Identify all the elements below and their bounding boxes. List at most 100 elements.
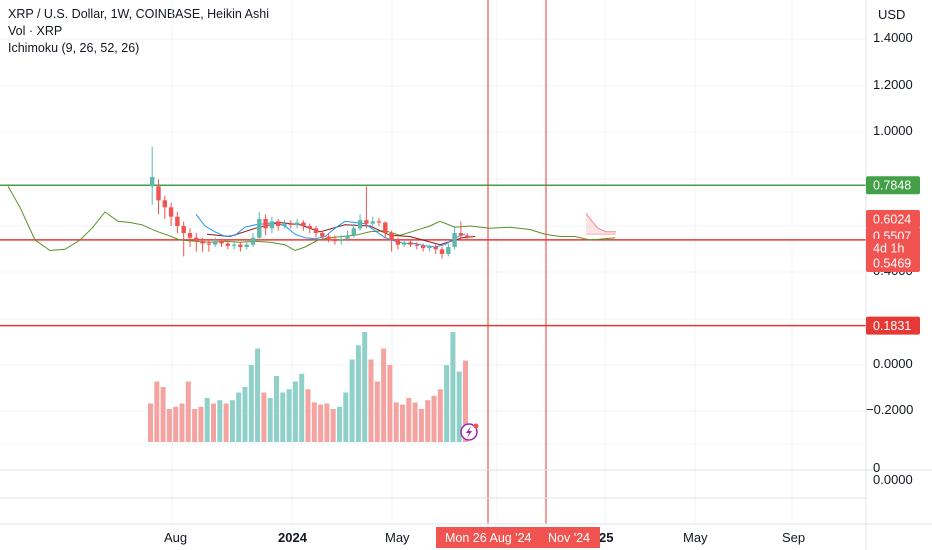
candle-body (339, 238, 344, 242)
volume-bar (280, 392, 286, 442)
volume-bar (393, 402, 399, 442)
current-price-tag-box (866, 254, 920, 272)
volume-bar (305, 389, 311, 442)
candle-body (156, 186, 161, 201)
volume-axis-label: 0 (873, 460, 880, 475)
candle-body (307, 226, 312, 229)
flash-alert-icon[interactable] (460, 423, 479, 441)
volume-bar (343, 392, 349, 442)
volume-bar (185, 381, 191, 442)
current-price-tag: 0.6024 (873, 213, 911, 227)
candle-body (420, 245, 426, 249)
candle-body (402, 242, 407, 245)
volume-bar (148, 403, 153, 442)
crosshair-date-tag (546, 527, 600, 548)
volume-bar (418, 409, 424, 442)
volume-bar (425, 400, 431, 442)
level-price-tag-box (866, 316, 920, 335)
volume-bar (463, 360, 468, 442)
current-price-tag: 4d 1h (873, 242, 904, 256)
candle-body (200, 241, 205, 244)
volume-bar (198, 406, 204, 442)
candle-body (389, 233, 394, 241)
lower-axis-label: 0.0000 (873, 472, 913, 487)
volume-bar (166, 409, 172, 442)
volume-bar (223, 403, 229, 442)
volume-bar (242, 387, 248, 442)
volume-bar (229, 400, 235, 442)
senkou-span-a-line (585, 212, 616, 233)
candle-body (313, 228, 319, 234)
volume-bar (192, 409, 198, 442)
volume-bar (267, 398, 273, 442)
y-tick-label: −0.2000 (866, 402, 913, 417)
level-price-tag-box (866, 176, 920, 195)
candle-body (181, 226, 186, 234)
volume-bar (450, 332, 456, 442)
candle-body (225, 243, 230, 246)
candle-body (257, 219, 262, 238)
crosshair-date-tag (436, 527, 546, 548)
crosshair-date-label: Nov '24 (548, 531, 590, 545)
x-axis-ticks: Aug 2024 May 25 May Sep (164, 530, 805, 545)
volume-bar (154, 381, 160, 442)
candle-body (206, 243, 212, 245)
volume-bar (368, 359, 374, 442)
candle-body (269, 221, 275, 229)
candle-body (427, 247, 432, 249)
candle-body (250, 237, 256, 245)
y-axis-ticks: 1.4000 1.2000 1.0000 0.4000 0.0000 −0.20… (866, 30, 913, 487)
grid (0, 0, 866, 524)
ichimoku-lines (7, 186, 616, 252)
volume-bar (456, 371, 462, 442)
candle-body (244, 244, 249, 248)
candle-body (364, 220, 369, 224)
candle-body (383, 222, 388, 234)
volume-bar (406, 398, 412, 442)
chart-legend: XRP / U.S. Dollar, 1W, COINBASE, Heikin … (8, 6, 269, 57)
volume-bar (292, 381, 298, 442)
candle-body (238, 244, 243, 248)
candle-body (446, 247, 451, 255)
candle-body (458, 233, 464, 236)
y-tick-label: 1.0000 (873, 123, 913, 138)
candles (150, 146, 470, 259)
volume-bar (318, 404, 324, 442)
candle-body (408, 242, 413, 245)
volume-indicator-label[interactable]: Vol · XRP (8, 24, 63, 38)
symbol-title[interactable]: XRP / U.S. Dollar, 1W, COINBASE, Heikin … (8, 7, 269, 21)
candle-body (194, 237, 199, 242)
volume-bar (349, 359, 355, 442)
candle-body (370, 221, 375, 224)
volume-bar (248, 365, 254, 442)
volume-bar (431, 395, 437, 442)
candle-body (433, 247, 438, 250)
volume-bar (274, 376, 279, 442)
crosshair (487, 0, 547, 524)
candle-body (357, 220, 363, 229)
volume-bar (299, 373, 305, 442)
candle-body (326, 236, 331, 239)
volume-bar (236, 392, 242, 442)
candle-body (168, 207, 174, 217)
candle-body (294, 222, 300, 225)
volume-bar (324, 403, 330, 442)
currency-label[interactable]: USD (878, 7, 905, 22)
level-price-tag: 0.1831 (873, 319, 911, 333)
volume-bar (311, 402, 317, 442)
candle-body (332, 238, 338, 242)
candle-body (187, 233, 193, 238)
y-tick-label: 0.0000 (873, 356, 913, 371)
ichimoku-indicator-label[interactable]: Ichimoku (9, 26, 52, 26) (8, 41, 140, 55)
candle-body (276, 221, 281, 227)
volume-bar (374, 381, 380, 442)
volume-bars (148, 332, 468, 442)
horizontal-levels (0, 184, 866, 327)
x-tick-label: May (683, 530, 708, 545)
current-price-tag-box (866, 239, 920, 257)
level-price-tag: 0.7848 (873, 179, 911, 193)
candle-body (345, 235, 350, 239)
x-tick-label: May (385, 530, 410, 545)
